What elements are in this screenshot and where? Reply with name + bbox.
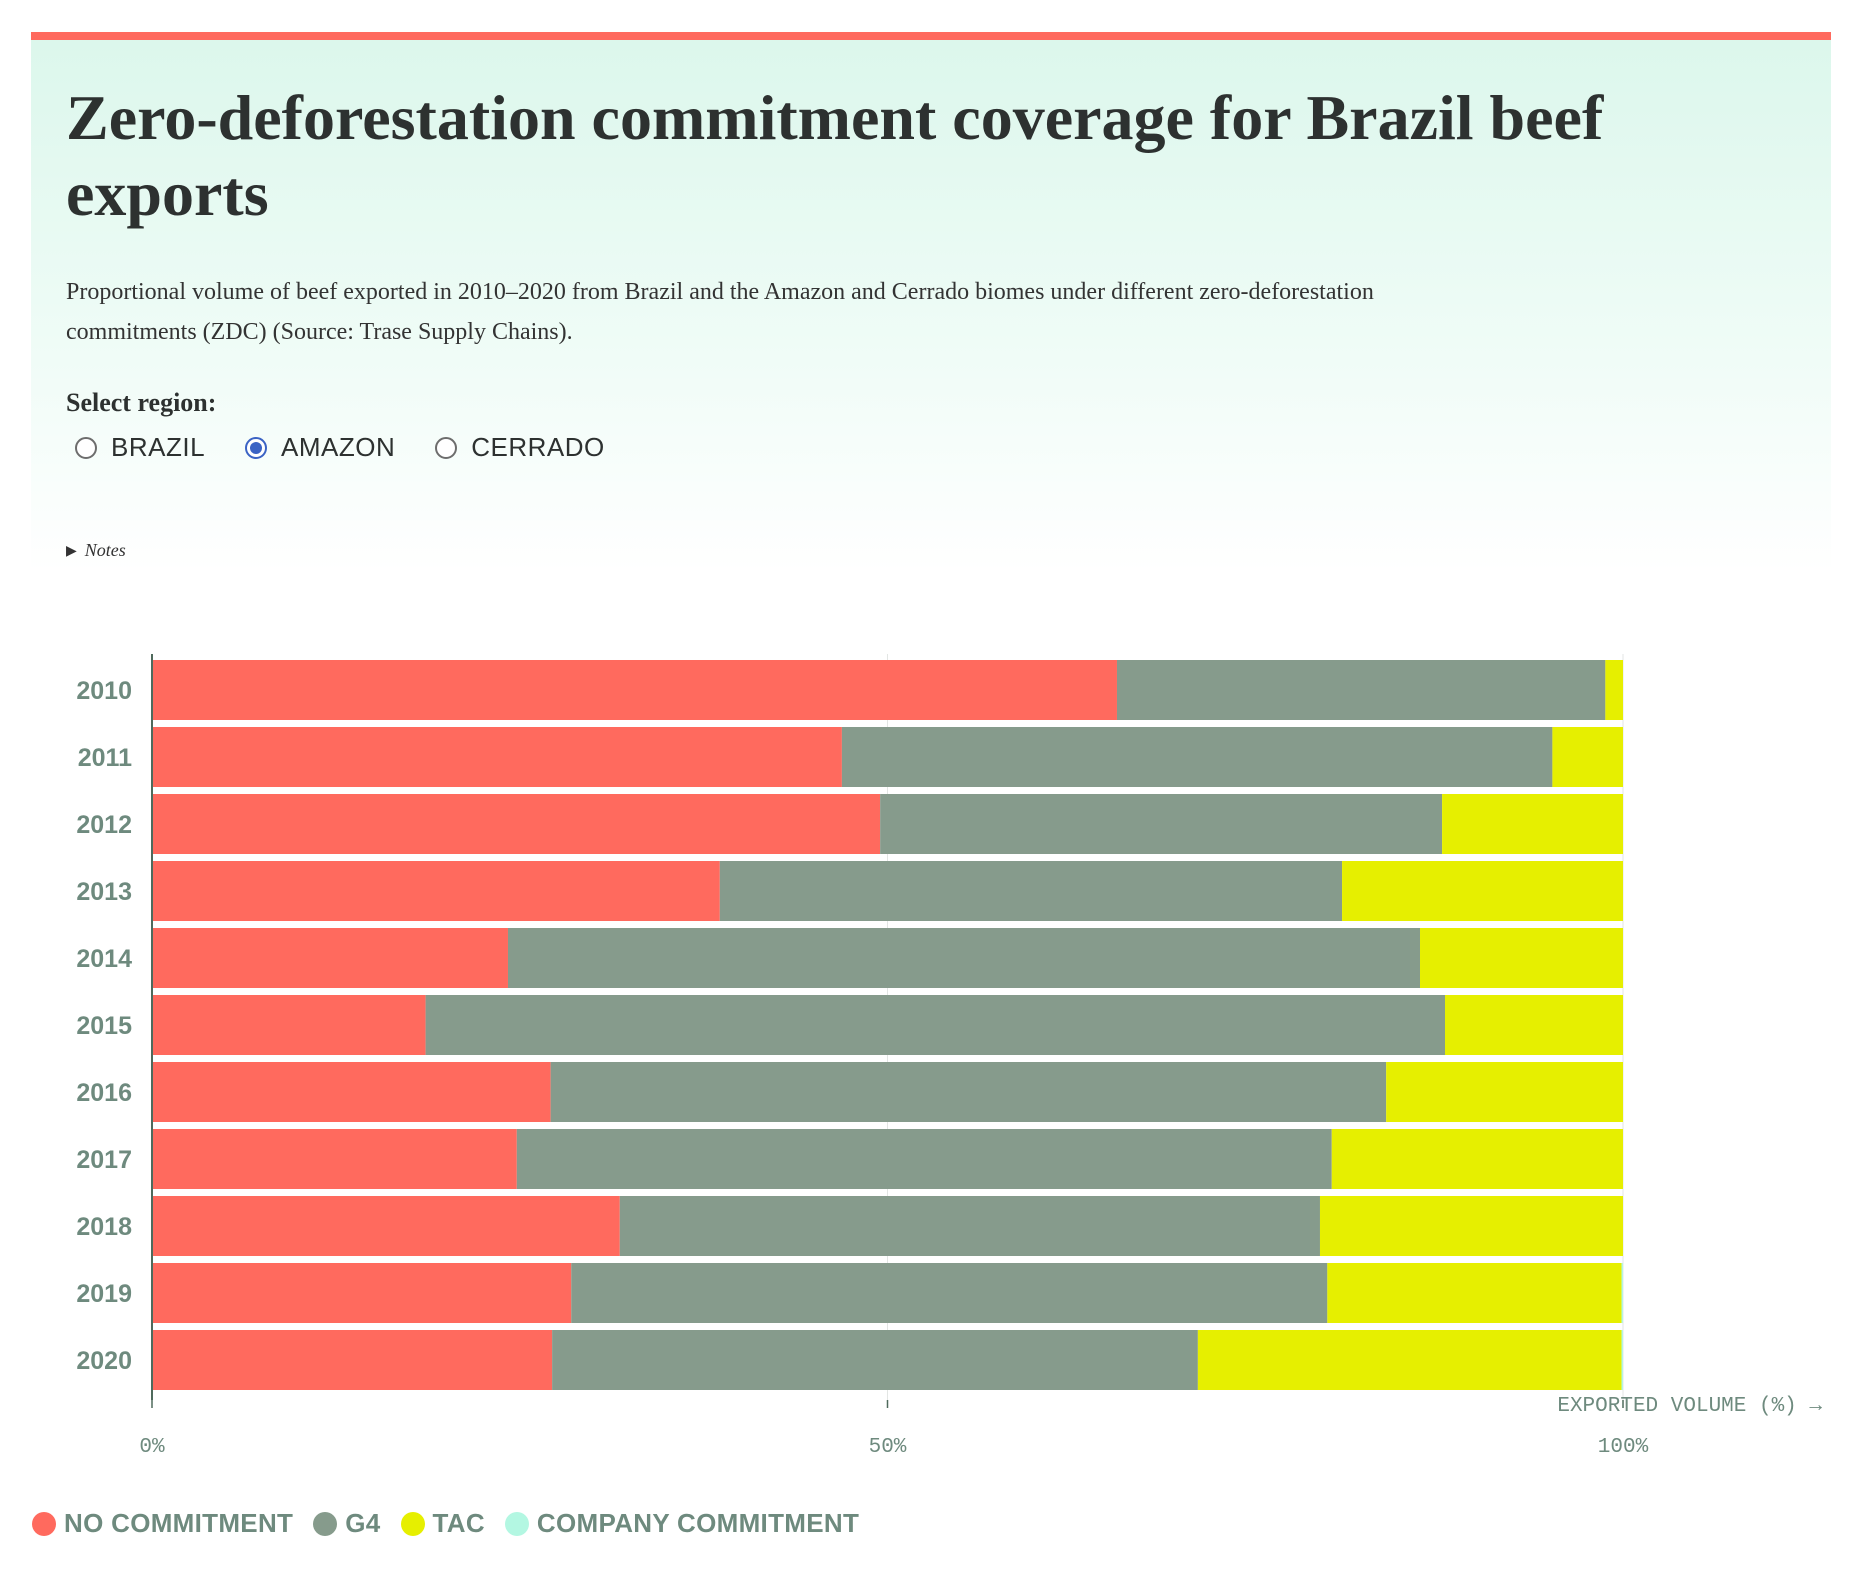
bar-segment xyxy=(880,794,1443,854)
bar-segment xyxy=(1342,861,1623,921)
bar-segment xyxy=(152,861,720,921)
x-tick-label: 50% xyxy=(869,1436,907,1459)
bar-segment xyxy=(152,727,842,787)
region-radio-amazon[interactable]: AMAZON xyxy=(245,432,395,463)
y-tick-label: 2015 xyxy=(76,1012,132,1040)
radio-button-cerrado[interactable] xyxy=(435,436,458,459)
region-radio-brazil[interactable]: BRAZIL xyxy=(75,432,205,463)
legend-item: TAC xyxy=(400,1508,485,1539)
legend-swatch xyxy=(504,1511,529,1536)
bar-segment xyxy=(1552,727,1623,787)
bar-segment xyxy=(1331,1129,1623,1189)
bar-segment xyxy=(152,1062,551,1122)
y-tick-label: 2011 xyxy=(78,744,132,772)
radio-label-amazon[interactable]: AMAZON xyxy=(281,432,396,462)
y-tick-label: 2018 xyxy=(76,1213,132,1241)
bar-segment xyxy=(1420,928,1623,988)
bar-segment xyxy=(841,727,1553,787)
bar-segment xyxy=(1621,1330,1623,1390)
bar-segment xyxy=(152,660,1117,720)
legend-swatch xyxy=(313,1511,338,1536)
bar-segment xyxy=(516,1129,1332,1189)
legend-item: G4 xyxy=(313,1508,380,1539)
notes-label: Notes xyxy=(84,540,126,560)
y-tick-label: 2012 xyxy=(76,811,132,839)
legend-label: NO COMMITMENT xyxy=(64,1508,294,1538)
bar-segment xyxy=(1605,660,1623,720)
bar-segment xyxy=(152,794,881,854)
region-select-label: Select region: xyxy=(66,388,217,417)
bar-segment xyxy=(1319,1196,1623,1256)
bar-segment xyxy=(1442,794,1623,854)
x-axis-label: EXPORTED VOLUME (%) → xyxy=(1557,1395,1822,1418)
stacked-bar-chart: 2010 2011 2012 2013 2014 2015 2016 2017 2018 2019… xyxy=(76,654,1822,1459)
bar-segment xyxy=(152,1330,553,1390)
disclosure-triangle-icon: ▶ xyxy=(66,542,77,558)
bar-segment xyxy=(152,1129,517,1189)
bar-segment xyxy=(1621,1263,1623,1323)
legend-label: G4 xyxy=(345,1508,381,1538)
legend-item: NO COMMITMENT xyxy=(32,1508,293,1539)
page-subtitle: Proportional volume of beef exported in … xyxy=(66,279,1374,345)
bar-segment xyxy=(152,995,426,1055)
legend-item: COMPANY COMMITMENT xyxy=(504,1508,860,1539)
y-tick-label: 2013 xyxy=(76,878,132,906)
y-tick-label: 2014 xyxy=(76,945,132,973)
notes-toggle[interactable]: ▶ Notes xyxy=(66,540,126,561)
region-radio-cerrado[interactable]: CERRADO xyxy=(435,432,605,463)
x-tick-label: 100% xyxy=(1598,1436,1649,1459)
radio-button-amazon[interactable] xyxy=(245,436,268,459)
bar-segment xyxy=(1116,660,1606,720)
radio-label-cerrado[interactable]: CERRADO xyxy=(471,432,605,462)
bar-segment xyxy=(1197,1330,1622,1390)
x-tick-label: 0% xyxy=(139,1436,165,1459)
radio-button-brazil[interactable] xyxy=(75,436,97,459)
bar-segment xyxy=(507,928,1421,988)
bar-segment xyxy=(1327,1263,1622,1323)
bar-segment xyxy=(619,1196,1320,1256)
header-card: Zero-deforestation commitment coverage f… xyxy=(31,32,1831,572)
bar-segment xyxy=(152,928,508,988)
bar-segment xyxy=(1386,1062,1623,1122)
y-tick-label: 2017 xyxy=(76,1146,132,1174)
legend-swatch xyxy=(400,1511,425,1536)
chart-legend: NO COMMITMENT G4 TAC COMPANY COMMITMENT xyxy=(32,1508,879,1539)
page-title: Zero-deforestation commitment coverage f… xyxy=(66,82,1604,229)
y-tick-label: 2019 xyxy=(76,1280,132,1308)
bar-segment xyxy=(552,1330,1198,1390)
legend-label: COMPANY COMMITMENT xyxy=(536,1508,860,1538)
bar-segment xyxy=(719,861,1343,921)
legend-swatch xyxy=(32,1511,56,1536)
y-tick-label: 2016 xyxy=(76,1079,132,1107)
y-tick-label: 2020 xyxy=(76,1347,132,1375)
bar-segment xyxy=(571,1263,1328,1323)
bar-segment xyxy=(425,995,1446,1055)
radio-label-brazil[interactable]: BRAZIL xyxy=(111,432,206,462)
bar-segment xyxy=(152,1196,620,1256)
region-radio-group: BRAZIL AMAZON CERRADO xyxy=(75,432,645,463)
legend-label: TAC xyxy=(432,1508,485,1538)
bar-segment xyxy=(550,1062,1387,1122)
y-tick-label: 2010 xyxy=(76,677,132,705)
bar-segment xyxy=(152,1263,572,1323)
bar-segment xyxy=(1445,995,1623,1055)
